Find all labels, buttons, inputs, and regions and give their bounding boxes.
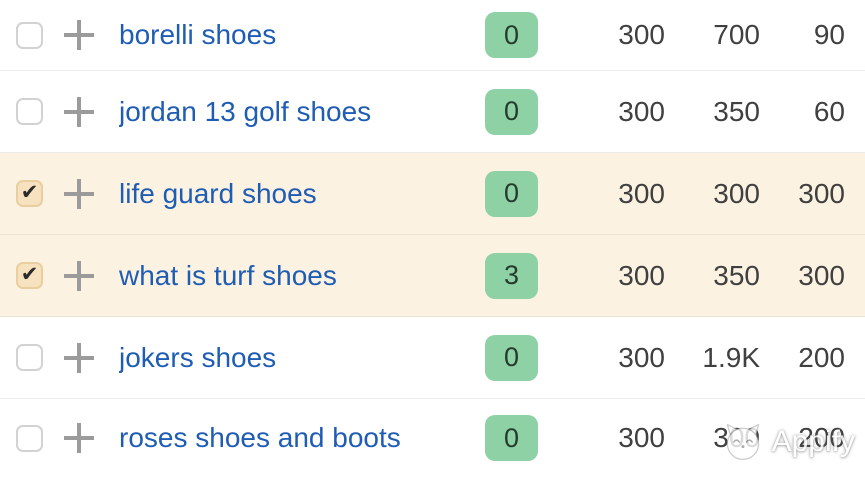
add-keyword-icon[interactable] — [64, 96, 94, 127]
kd-badge: 3 — [485, 252, 538, 299]
table-row: ✔ what is turf shoes 3 300 350 300 — [0, 235, 865, 317]
keyword-link[interactable]: roses shoes and boots — [119, 422, 401, 453]
metric-value: 350 — [713, 259, 760, 291]
row-checkbox[interactable]: ✔ — [16, 262, 43, 289]
kd-badge: 0 — [485, 88, 538, 135]
metric-value: 300 — [713, 422, 760, 453]
keyword-link[interactable]: jordan 13 golf shoes — [119, 95, 372, 127]
metric-value: 300 — [618, 259, 665, 291]
row-checkbox[interactable]: ✔ — [16, 21, 43, 49]
metric-value: 300 — [798, 259, 845, 291]
row-checkbox[interactable]: ✔ — [16, 98, 43, 125]
kd-badge: 0 — [485, 170, 538, 217]
metric-value: 300 — [618, 95, 665, 127]
kd-badge: 0 — [485, 334, 538, 381]
table-row: ✔ jordan 13 golf shoes 0 300 350 60 — [0, 71, 865, 153]
metric-value: 350 — [713, 95, 760, 127]
metric-value: 300 — [713, 177, 760, 209]
metric-value: 300 — [798, 177, 845, 209]
metric-value: 200 — [798, 341, 845, 373]
keyword-link[interactable]: jokers shoes — [119, 341, 277, 373]
metric-value: 300 — [618, 341, 665, 373]
add-keyword-icon[interactable] — [64, 342, 94, 373]
metric-value: 90 — [813, 19, 845, 50]
row-checkbox[interactable]: ✔ — [16, 424, 43, 452]
table-row: ✔ roses shoes and boots 0 300 300 200 — [0, 399, 865, 477]
metric-value: 200 — [798, 422, 845, 453]
kd-badge: 0 — [485, 415, 538, 461]
row-checkbox[interactable]: ✔ — [16, 344, 43, 371]
keyword-link[interactable]: borelli shoes — [119, 19, 277, 50]
metric-value: 700 — [713, 19, 760, 50]
table-row: ✔ borelli shoes 0 300 700 90 — [0, 0, 865, 71]
checkmark-icon: ✔ — [20, 181, 39, 204]
table-row: ✔ jokers shoes 0 300 1.9K 200 — [0, 317, 865, 399]
keyword-link[interactable]: life guard shoes — [119, 177, 317, 209]
add-keyword-icon[interactable] — [64, 178, 94, 209]
row-checkbox[interactable]: ✔ — [16, 180, 43, 207]
metric-value: 60 — [813, 95, 845, 127]
table-row: ✔ life guard shoes 0 300 300 300 — [0, 153, 865, 235]
metric-value: 300 — [618, 19, 665, 50]
checkmark-icon: ✔ — [20, 263, 39, 286]
add-keyword-icon[interactable] — [64, 423, 94, 453]
metric-value: 300 — [618, 422, 665, 453]
metric-value: 1.9K — [702, 341, 760, 373]
add-keyword-icon[interactable] — [64, 20, 94, 50]
metric-value: 300 — [618, 177, 665, 209]
kd-badge: 0 — [485, 12, 538, 58]
keyword-link[interactable]: what is turf shoes — [119, 259, 337, 291]
add-keyword-icon[interactable] — [64, 260, 94, 291]
